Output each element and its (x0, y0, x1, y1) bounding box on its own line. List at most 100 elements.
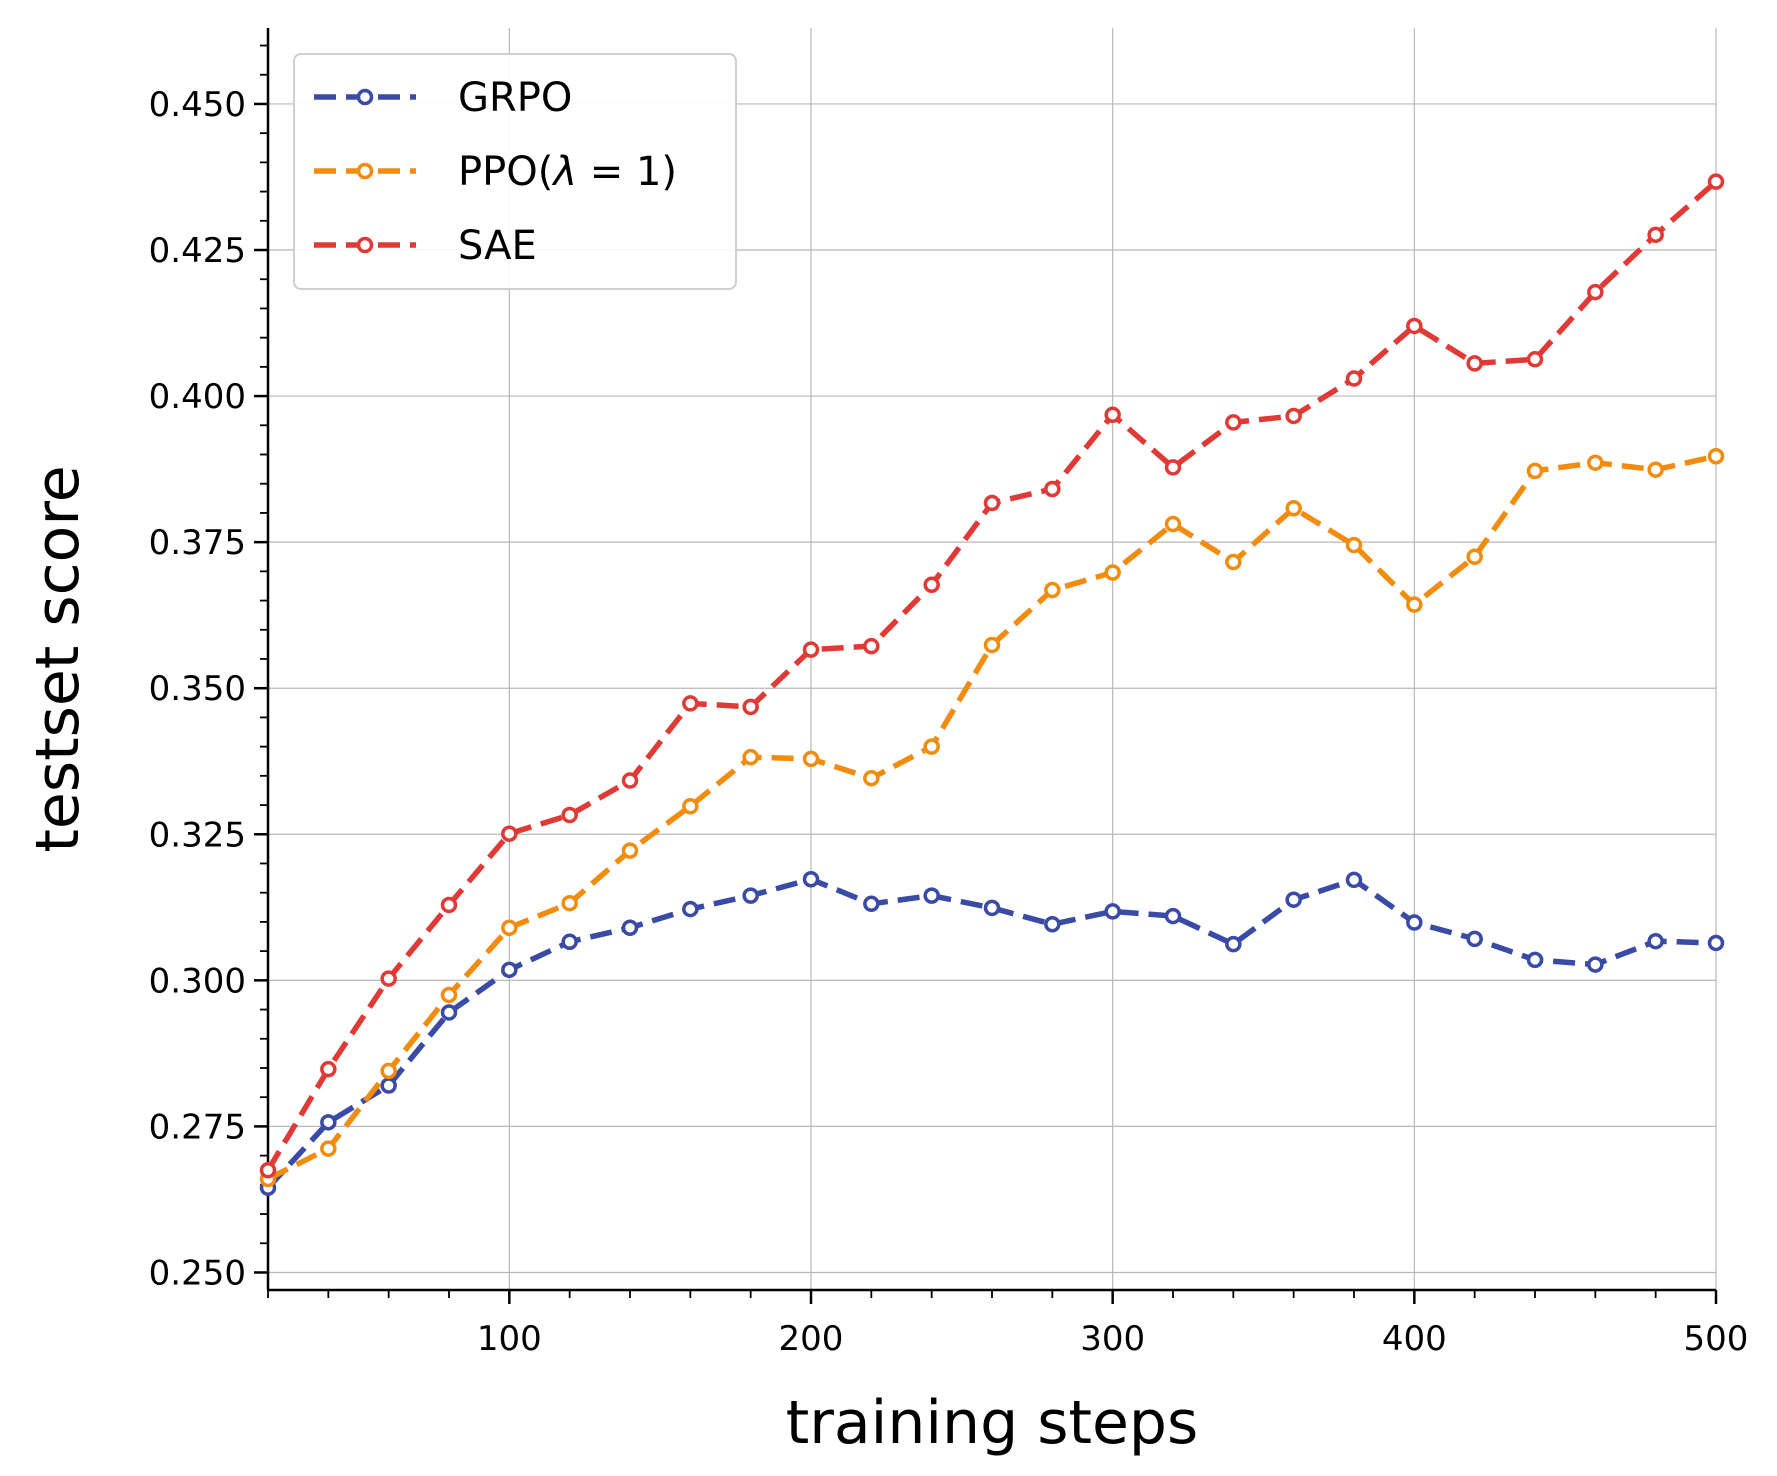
data-point (1587, 454, 1604, 471)
x-tick-label: 300 (1080, 1319, 1145, 1359)
legend-label: GRPO (458, 75, 572, 121)
data-point (1104, 903, 1121, 920)
grid-lines (268, 28, 1717, 1290)
data-point (1707, 448, 1725, 465)
x-axis-title: training steps (786, 1388, 1199, 1458)
data-point (1466, 930, 1483, 948)
data-point (1707, 934, 1725, 952)
data-point (1044, 480, 1061, 498)
y-tick-label: 0.425 (149, 231, 246, 271)
axes: 0.250 0.275 0.300 0.325 0.350 0.375 0.400 0.425… (23, 28, 1748, 1458)
data-point (1044, 916, 1061, 933)
legend-label-symbol: λ (551, 149, 577, 195)
data-point (621, 919, 639, 937)
data-point (742, 748, 759, 766)
data-point (983, 899, 1001, 917)
data-point (501, 961, 518, 979)
data-point (1285, 500, 1302, 517)
data-point (742, 698, 759, 716)
data-point (501, 919, 518, 937)
data-point (1285, 407, 1302, 425)
legend-box (293, 53, 737, 290)
data-point (1225, 935, 1242, 953)
y-tick-label: 0.300 (149, 961, 246, 1001)
data-point (561, 806, 578, 824)
y-tick-label: 0.350 (149, 669, 246, 709)
data-point (1526, 462, 1544, 480)
data-point (561, 933, 578, 951)
legend-label: SAE (458, 223, 537, 269)
data-point (1104, 406, 1121, 424)
data-point (1647, 461, 1664, 478)
data-point (923, 738, 940, 755)
data-point (440, 896, 458, 914)
data-point (501, 825, 518, 842)
data-point (561, 894, 578, 912)
data-point (682, 900, 699, 918)
x-tick-label: 400 (1382, 1319, 1447, 1359)
data-point (983, 636, 1001, 654)
data-point (1345, 536, 1363, 554)
y-tick-label: 0.400 (149, 377, 246, 417)
data-point (320, 1060, 337, 1078)
y-tick-label: 0.250 (149, 1253, 246, 1293)
series-ppo-1- (259, 448, 1725, 1188)
data-point (440, 986, 458, 1004)
series-line (265, 179, 1718, 1172)
legend-label: PPO(λ = 1) (458, 149, 677, 195)
data-point (802, 750, 820, 768)
data-point (259, 1161, 277, 1179)
data-point (1526, 951, 1544, 969)
y-tick-label: 0.325 (149, 815, 246, 855)
data-point (1406, 317, 1423, 335)
data-point (1164, 459, 1182, 476)
data-point (1647, 932, 1664, 950)
data-point (742, 887, 759, 904)
data-point (863, 895, 880, 913)
data-point (1164, 907, 1182, 925)
data-point (380, 1077, 397, 1094)
data-point (682, 695, 699, 712)
data-point (1647, 226, 1664, 244)
legend-swatch-marker (356, 88, 374, 106)
data-point (440, 1004, 458, 1021)
data-point (1345, 370, 1363, 387)
legend-swatch-marker (356, 236, 374, 254)
legend-label-prefix: PPO( (458, 149, 553, 195)
data-point (802, 641, 820, 658)
data-point (682, 797, 699, 815)
x-tick-label: 500 (1684, 1319, 1749, 1359)
data-point (320, 1140, 337, 1157)
data-point (1526, 351, 1544, 368)
data-point (923, 576, 940, 594)
data-point (1466, 548, 1483, 566)
legend: GRPO PPO(λ = 1) SAE (293, 53, 737, 290)
data-point (621, 842, 639, 859)
y-tick-label: 0.275 (149, 1107, 246, 1147)
data-point (1587, 956, 1604, 973)
data-point (1285, 891, 1302, 908)
data-point (621, 772, 639, 789)
series-grpo (259, 871, 1725, 1197)
y-tick-label: 0.450 (149, 85, 246, 125)
data-point (983, 494, 1001, 512)
data-point (1406, 914, 1423, 931)
series-group (259, 173, 1725, 1197)
legend-label-suffix: = 1) (577, 149, 677, 195)
data-point (1164, 515, 1182, 533)
x-tick-label: 200 (779, 1319, 844, 1359)
data-point (1225, 414, 1242, 431)
x-tick-label: 100 (477, 1319, 542, 1359)
data-point (863, 769, 880, 787)
legend-swatch-marker (356, 162, 374, 180)
data-point (380, 1062, 397, 1080)
data-point (923, 887, 940, 904)
data-point (863, 637, 880, 655)
data-point (1345, 871, 1363, 889)
data-point (802, 871, 820, 888)
series-line (266, 453, 1717, 1182)
data-point (1044, 581, 1061, 599)
data-point (1466, 355, 1483, 372)
data-point (1707, 173, 1725, 190)
